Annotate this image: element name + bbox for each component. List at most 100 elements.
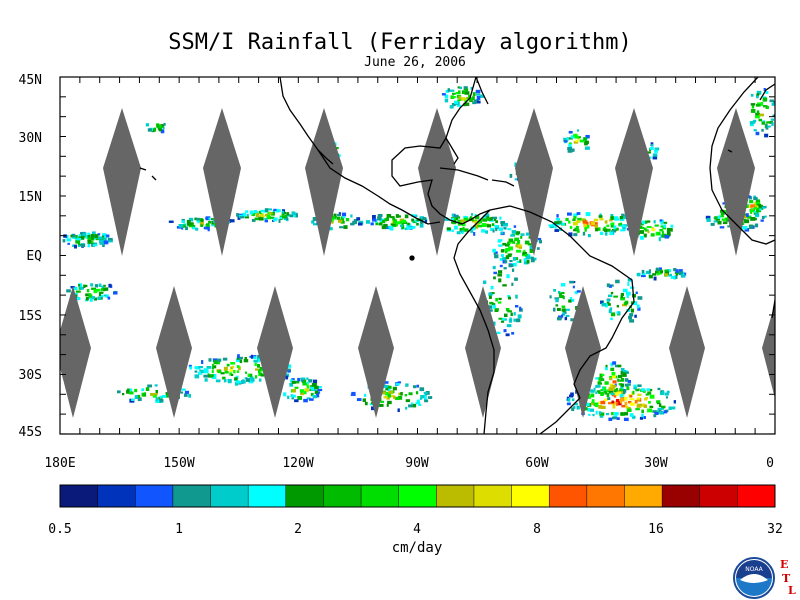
rain-pixel <box>617 401 622 406</box>
colorbar-box <box>549 485 588 507</box>
rain-pixel <box>595 410 598 415</box>
rain-pixel <box>203 371 209 374</box>
rain-pixel <box>755 115 760 119</box>
swath-gap <box>418 108 456 256</box>
rain-pixel <box>313 379 318 383</box>
rain-pixel <box>457 99 460 102</box>
rain-pixel <box>395 214 399 218</box>
rain-pixel <box>460 219 466 223</box>
rain-pixel <box>499 264 503 268</box>
rain-pixel <box>147 128 152 132</box>
rain-pixel <box>651 144 654 147</box>
swath-gap <box>358 286 394 418</box>
rain-pixel <box>345 218 350 222</box>
rain-pixel <box>567 149 573 153</box>
rain-pixel <box>395 396 400 401</box>
rain-pixel <box>637 307 641 311</box>
rain-pixel <box>161 125 164 128</box>
rain-pixel <box>772 114 775 117</box>
rain-pixel <box>194 217 198 221</box>
rain-pixel <box>598 378 603 382</box>
rain-pixel <box>404 214 409 219</box>
rain-pixel <box>291 213 296 218</box>
rain-pixel <box>452 96 456 99</box>
rain-pixel <box>624 378 629 382</box>
colorbar-box <box>473 485 513 507</box>
rain-pixel <box>85 293 90 297</box>
rain-pixel <box>390 223 396 226</box>
rain-pixel <box>384 223 388 227</box>
rain-pixel <box>610 317 613 321</box>
colorbar-tick-0-5: 0.5 <box>48 522 72 537</box>
rain-pixel <box>660 225 663 228</box>
rain-pixel <box>461 97 466 101</box>
rain-pixel <box>103 237 107 241</box>
rain-pixel <box>203 368 209 372</box>
rain-pixel <box>85 235 88 239</box>
rain-pixel <box>758 118 763 122</box>
rain-pixel <box>476 96 481 100</box>
rain-pixel <box>604 398 608 402</box>
rain-pixel <box>382 219 386 224</box>
rain-pixel <box>397 215 401 218</box>
rain-pixel <box>406 226 411 230</box>
rain-pixel <box>714 216 718 220</box>
rain-pixel <box>294 399 299 403</box>
rain-pixel <box>343 225 348 229</box>
rain-pixel <box>674 275 678 279</box>
rain-pixel <box>601 302 607 307</box>
rain-pixel <box>303 391 307 395</box>
rain-pixel <box>260 215 265 218</box>
rain-pixel <box>267 214 271 219</box>
rain-pixel <box>264 219 269 223</box>
rain-pixel <box>364 393 367 397</box>
rain-pixel <box>620 370 625 375</box>
rain-pixel <box>603 226 607 230</box>
colorbar-box <box>135 485 174 507</box>
rain-pixel <box>370 222 374 226</box>
rain-pixel <box>492 265 496 270</box>
rain-pixel <box>633 386 637 390</box>
rain-pixel <box>471 213 474 216</box>
rain-pixel <box>268 212 273 215</box>
rain-pixel <box>626 386 630 391</box>
rain-pixel <box>517 240 521 244</box>
rain-pixel <box>595 377 599 380</box>
rain-pixel <box>771 102 775 106</box>
rain-pixel <box>525 232 531 236</box>
rain-pixel <box>640 403 646 407</box>
rain-pixel <box>224 371 229 374</box>
rain-pixel <box>599 412 605 416</box>
rain-pixel <box>192 226 196 230</box>
rain-pixel <box>515 305 519 308</box>
rain-pixel <box>495 251 498 254</box>
rain-pixel <box>654 147 660 151</box>
rain-pixel <box>463 86 468 91</box>
rain-pixel <box>103 294 107 297</box>
rain-pixel <box>230 366 234 369</box>
rain-pixel <box>245 371 248 374</box>
rain-pixel <box>670 224 674 228</box>
rain-pixel <box>620 294 624 299</box>
rain-pixel <box>236 365 240 369</box>
rain-pixel <box>719 215 725 218</box>
rain-pixel <box>153 127 157 132</box>
rain-pixel <box>654 224 659 227</box>
rain-pixel <box>129 388 133 393</box>
rain-pixel <box>88 294 93 298</box>
rain-pixel <box>498 317 503 320</box>
rain-pixel <box>561 291 565 295</box>
rain-pixel <box>87 239 92 244</box>
rain-pixel <box>454 225 458 230</box>
rain-pixel <box>258 216 263 220</box>
rain-pixel <box>353 219 359 222</box>
rain-pixel <box>257 358 260 363</box>
rain-pixel <box>568 130 573 134</box>
rain-pixel <box>414 214 418 218</box>
rain-pixel <box>91 237 95 241</box>
rain-pixel <box>600 231 604 236</box>
rain-pixel <box>494 224 499 228</box>
rain-pixel <box>596 390 601 393</box>
rain-pixel <box>294 213 299 218</box>
rain-pixel <box>474 220 480 224</box>
